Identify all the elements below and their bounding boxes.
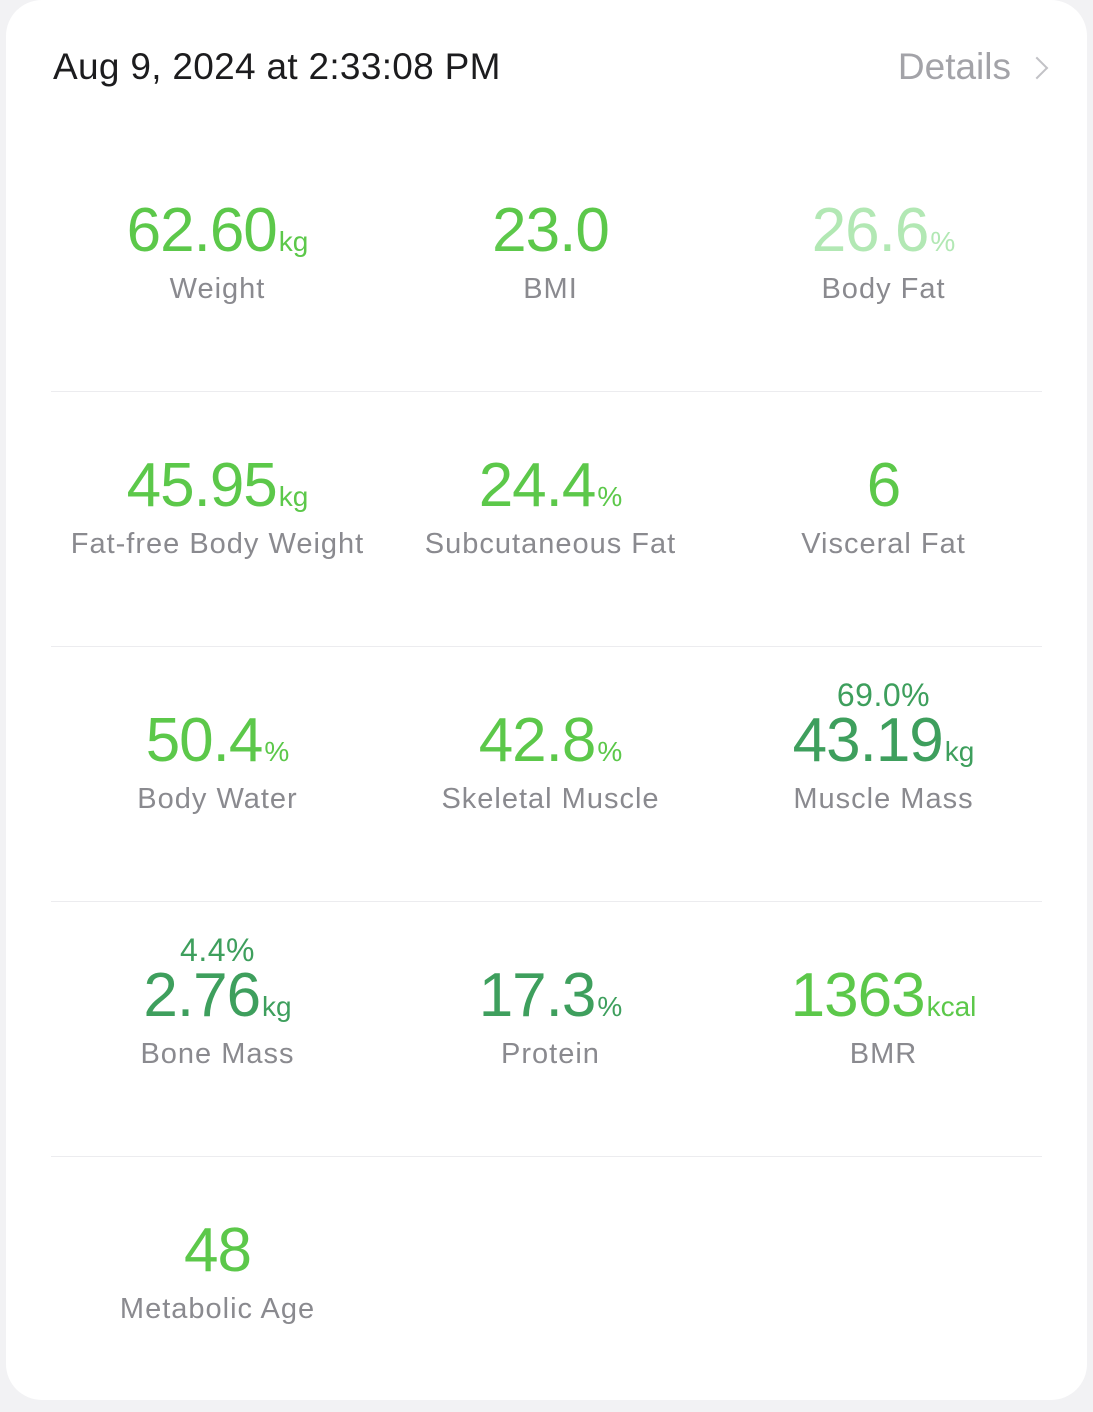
bone-mass-label: Bone Mass <box>140 1038 295 1070</box>
muscle-mass-unit: kg <box>944 736 975 767</box>
metric-protein[interactable]: 17.3% Protein <box>384 902 717 1157</box>
weight-unit: kg <box>278 226 309 257</box>
metric-bmr[interactable]: 1363kcal BMR <box>717 902 1050 1157</box>
metrics-row: 45.95kg Fat-free Body Weight 24.4% Subcu… <box>51 392 1042 647</box>
muscle-mass-value: 43.19 <box>792 706 944 775</box>
fat-free-value: 45.95 <box>126 451 278 520</box>
protein-unit: % <box>597 991 623 1022</box>
metrics-row: 50.4% Body Water 42.8% Skeletal Muscle 6… <box>51 647 1042 902</box>
measurement-timestamp: Aug 9, 2024 at 2:33:08 PM <box>53 46 501 87</box>
metric-body-fat[interactable]: 26.6% Body Fat <box>717 137 1050 392</box>
metric-subcutaneous-fat[interactable]: 24.4% Subcutaneous Fat <box>384 392 717 647</box>
body-fat-label: Body Fat <box>821 273 946 305</box>
bmr-value: 1363 <box>790 961 926 1030</box>
skeletal-muscle-unit: % <box>597 736 623 767</box>
body-water-value: 50.4 <box>145 706 264 775</box>
metric-weight[interactable]: 62.60kg Weight <box>51 137 384 392</box>
chevron-right-icon <box>1025 56 1049 80</box>
metric-body-water[interactable]: 50.4% Body Water <box>51 647 384 902</box>
weight-label: Weight <box>169 273 266 305</box>
metrics-grid: 62.60kg Weight 23.0 BMI 26.6% Body Fat <box>6 137 1087 1412</box>
body-water-label: Body Water <box>137 783 298 815</box>
muscle-mass-percent: 69.0% <box>836 677 931 713</box>
metric-bmi[interactable]: 23.0 BMI <box>384 137 717 392</box>
skeletal-muscle-label: Skeletal Muscle <box>441 783 660 815</box>
metrics-row: 48 Metabolic Age <box>51 1157 1042 1412</box>
body-water-unit: % <box>264 736 290 767</box>
metric-skeletal-muscle[interactable]: 42.8% Skeletal Muscle <box>384 647 717 902</box>
metric-muscle-mass[interactable]: 69.0% 43.19kg Muscle Mass <box>717 647 1050 902</box>
bone-mass-value: 2.76 <box>143 961 261 1030</box>
metric-visceral-fat[interactable]: 6 Visceral Fat <box>717 392 1050 647</box>
metric-bone-mass[interactable]: 4.4% 2.76kg Bone Mass <box>51 902 384 1157</box>
bmi-label: BMI <box>523 273 578 305</box>
visceral-fat-value: 6 <box>866 451 901 520</box>
bmi-value: 23.0 <box>492 196 610 265</box>
bmr-unit: kcal <box>926 991 977 1022</box>
metric-fat-free-body-weight[interactable]: 45.95kg Fat-free Body Weight <box>51 392 384 647</box>
metrics-row: 62.60kg Weight 23.0 BMI 26.6% Body Fat <box>51 137 1042 392</box>
visceral-fat-label: Visceral Fat <box>801 528 966 560</box>
fat-free-label: Fat-free Body Weight <box>70 528 365 560</box>
metric-metabolic-age[interactable]: 48 Metabolic Age <box>51 1157 384 1412</box>
muscle-mass-label: Muscle Mass <box>793 783 974 815</box>
metabolic-age-value: 48 <box>184 1216 252 1285</box>
weight-value: 62.60 <box>126 196 278 265</box>
details-label: Details <box>897 46 1011 87</box>
body-composition-card: Aug 9, 2024 at 2:33:08 PM Details 62.60k… <box>6 0 1087 1400</box>
subcutaneous-fat-value: 24.4 <box>478 451 597 520</box>
bone-mass-percent: 4.4% <box>180 932 255 968</box>
metrics-row: 4.4% 2.76kg Bone Mass 17.3% Protein 1363… <box>51 902 1042 1157</box>
fat-free-unit: kg <box>278 481 309 512</box>
subcutaneous-fat-unit: % <box>597 481 623 512</box>
subcutaneous-fat-label: Subcutaneous Fat <box>424 528 677 560</box>
metabolic-age-label: Metabolic Age <box>119 1293 316 1325</box>
card-header: Aug 9, 2024 at 2:33:08 PM Details <box>6 0 1087 140</box>
body-fat-unit: % <box>930 226 956 257</box>
details-button[interactable]: Details <box>897 46 1049 88</box>
protein-value: 17.3 <box>478 961 597 1030</box>
bone-mass-unit: kg <box>262 991 292 1022</box>
bmr-label: BMR <box>849 1038 918 1070</box>
body-fat-value: 26.6 <box>811 196 930 265</box>
skeletal-muscle-value: 42.8 <box>478 706 597 775</box>
protein-label: Protein <box>501 1038 600 1070</box>
